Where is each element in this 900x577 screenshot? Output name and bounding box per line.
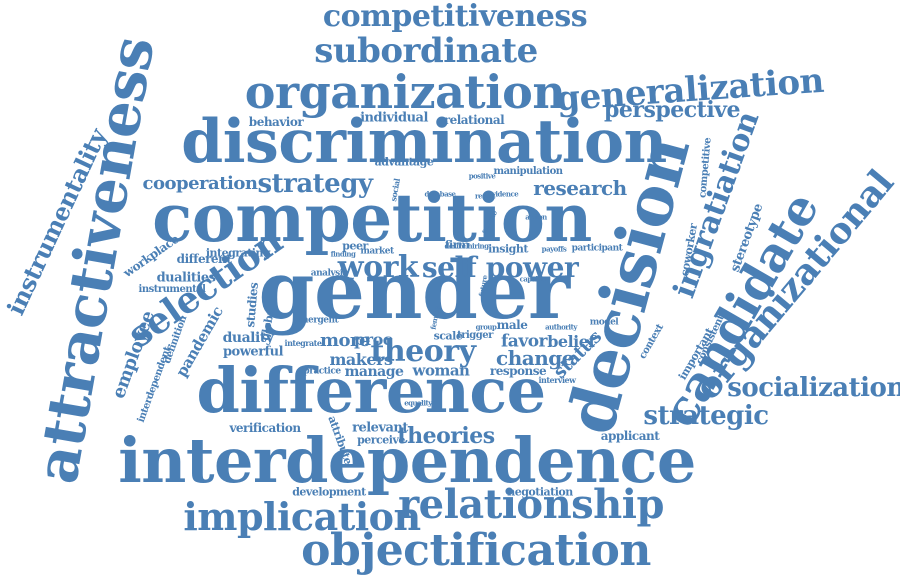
- word: favor: [500, 331, 548, 352]
- word: interview: [538, 375, 576, 385]
- word: power: [485, 251, 579, 284]
- word: powerful: [222, 344, 284, 360]
- word: positive: [468, 171, 496, 181]
- word: work: [337, 250, 419, 285]
- word: negotiation: [507, 485, 573, 499]
- word: subordinate: [314, 31, 538, 71]
- word: objectification: [301, 525, 651, 576]
- word: gender: [258, 243, 570, 337]
- word: participant: [571, 243, 623, 254]
- word: interdependence: [118, 424, 696, 497]
- word: belief: [547, 332, 595, 351]
- word: integrate: [284, 338, 322, 348]
- word: strategy: [257, 169, 373, 199]
- word: competitiveness: [322, 0, 588, 34]
- word: capable: [519, 274, 547, 284]
- word: self: [421, 251, 477, 284]
- word: applicant: [600, 429, 660, 443]
- word: discrimination: [181, 107, 667, 177]
- word: practice: [303, 366, 341, 377]
- word: action: [525, 212, 547, 222]
- word: duality: [222, 330, 274, 346]
- word: advantage: [374, 155, 434, 169]
- word: scale: [433, 329, 463, 343]
- word: relational: [443, 113, 505, 127]
- word: firm: [444, 238, 470, 252]
- word: instrumental: [138, 284, 206, 295]
- word: studies: [243, 282, 261, 328]
- word: finding: [330, 249, 356, 259]
- word: authority: [545, 322, 577, 332]
- word: relevant: [352, 420, 408, 436]
- word: strategic: [643, 401, 769, 431]
- word: desire: [444, 241, 466, 251]
- word: peer: [342, 239, 368, 253]
- word: development: [292, 485, 366, 499]
- word: manipulation: [493, 166, 563, 177]
- word: relationship: [398, 481, 664, 528]
- word: group: [475, 322, 497, 332]
- word: difference: [196, 354, 546, 427]
- word: model: [589, 317, 619, 328]
- word: result: [474, 191, 496, 201]
- word: dualities: [156, 270, 216, 286]
- word: makers: [329, 350, 394, 369]
- word: implication: [183, 494, 421, 539]
- word: cooperation: [142, 173, 258, 194]
- word: behavior: [248, 115, 304, 129]
- word: emergent: [293, 315, 339, 326]
- word: change: [496, 346, 574, 370]
- word: male: [496, 318, 528, 332]
- word: competition: [152, 179, 592, 257]
- word: hiring: [467, 241, 489, 251]
- word: integrating: [205, 246, 271, 260]
- word: theory: [370, 334, 476, 369]
- word: individual: [360, 110, 428, 126]
- word: response: [489, 364, 547, 378]
- word: perceive: [357, 433, 405, 447]
- word: socialization: [727, 373, 900, 403]
- word: different: [176, 252, 232, 266]
- word: proc: [353, 330, 393, 349]
- word: manage: [344, 364, 404, 380]
- word: database: [424, 189, 456, 199]
- word: evidence: [487, 189, 519, 199]
- word: organization: [244, 65, 566, 119]
- word: payoffs: [541, 244, 567, 254]
- word: more: [320, 330, 371, 351]
- word: trigger: [457, 330, 493, 341]
- word: verification: [229, 421, 301, 435]
- word: perspective: [604, 97, 740, 123]
- word: market: [360, 246, 394, 257]
- word: woman: [412, 361, 470, 380]
- word: insight: [488, 242, 528, 256]
- word: theories: [397, 423, 495, 449]
- word: equality: [404, 398, 432, 408]
- word: analysis: [310, 268, 348, 279]
- word: research: [533, 176, 627, 200]
